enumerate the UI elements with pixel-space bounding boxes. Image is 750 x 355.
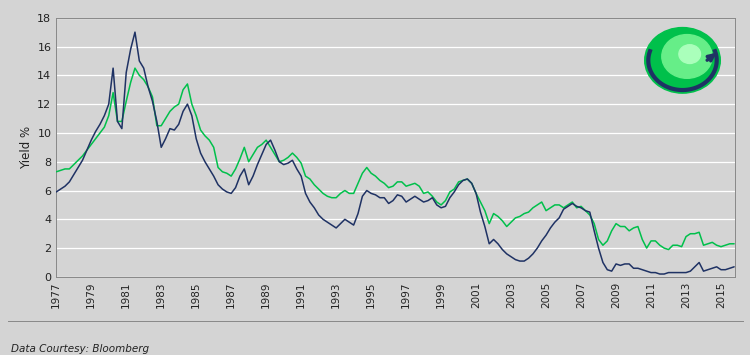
Text: Data Courtesy: Bloomberg: Data Courtesy: Bloomberg [11,344,149,354]
Y-axis label: Yield %: Yield % [20,126,33,169]
Circle shape [645,28,720,93]
Circle shape [679,45,700,64]
Circle shape [662,34,712,78]
